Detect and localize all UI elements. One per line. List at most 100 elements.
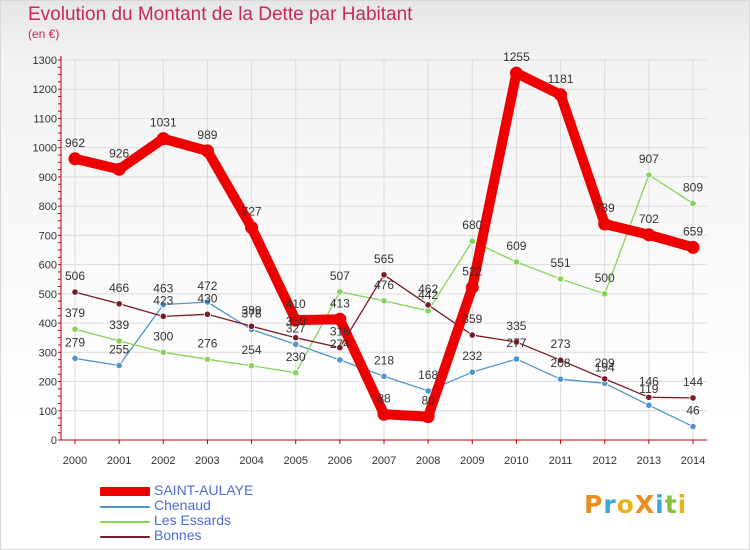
x-tick-label: 2012: [592, 455, 616, 467]
data-point-saint-aulaye: [68, 152, 82, 166]
data-point-les-essards: [159, 348, 167, 356]
data-point-les-essards: [645, 171, 653, 179]
data-point-saint-aulaye: [333, 312, 347, 326]
data-label-les-essards: 230: [286, 350, 306, 364]
data-label-les-essards: 507: [330, 269, 350, 283]
data-point-chenaud: [689, 422, 697, 431]
x-tick-label: 2001: [107, 455, 131, 467]
data-point-saint-aulaye: [465, 280, 479, 294]
data-label-saint-aulaye: 1031: [150, 116, 177, 130]
y-tick-label: 1200: [33, 84, 57, 96]
data-label-saint-aulaye: 962: [65, 136, 85, 150]
data-label-saint-aulaye: 522: [462, 264, 482, 278]
logo-letter: r: [603, 490, 617, 519]
data-label-bonnes: 209: [595, 356, 615, 370]
data-point-saint-aulaye: [554, 88, 568, 102]
data-point-les-essards: [689, 199, 697, 208]
data-label-bonnes: 350: [286, 315, 306, 329]
data-label-les-essards: 609: [506, 239, 526, 253]
y-tick-label: 800: [39, 201, 57, 213]
data-label-les-essards: 300: [153, 329, 173, 343]
legend-swatch: [100, 487, 150, 496]
data-label-saint-aulaye: 659: [683, 224, 703, 238]
data-point-bonnes: [645, 393, 653, 401]
data-label-bonnes: 359: [462, 312, 482, 326]
data-label-les-essards: 442: [418, 288, 438, 302]
y-tick-label: 200: [39, 377, 57, 389]
data-label-bonnes: 389: [242, 303, 262, 317]
data-point-chenaud: [380, 372, 388, 380]
data-label-chenaud: 274: [330, 337, 350, 351]
data-label-saint-aulaye: 410: [286, 297, 306, 311]
data-label-saint-aulaye: 80: [421, 394, 435, 408]
data-label-chenaud: 208: [551, 356, 571, 370]
data-label-saint-aulaye: 1255: [503, 50, 530, 64]
data-point-chenaud: [203, 298, 212, 306]
x-tick-label: 2011: [549, 455, 573, 467]
data-point-bonnes: [512, 338, 521, 346]
data-point-les-essards: [512, 258, 521, 266]
data-point-chenaud: [556, 375, 565, 383]
data-label-bonnes: 506: [65, 269, 85, 283]
data-point-les-essards: [336, 288, 344, 296]
chart-unit-label: (en €): [28, 27, 60, 41]
x-tick-label: 2008: [416, 455, 440, 467]
y-tick-label: 500: [39, 289, 57, 301]
legend-label: SAINT-AULAYE: [154, 482, 254, 498]
data-label-chenaud: 279: [65, 335, 85, 349]
x-tick-label: 2007: [372, 455, 396, 467]
data-label-saint-aulaye: 413: [330, 296, 350, 310]
data-point-les-essards: [203, 355, 212, 363]
data-label-chenaud: 232: [462, 349, 482, 363]
data-label-chenaud: 472: [197, 279, 217, 293]
data-point-les-essards: [468, 237, 476, 245]
data-label-les-essards: 476: [374, 278, 394, 292]
legend-swatch: [100, 506, 150, 508]
data-label-les-essards: 379: [65, 306, 85, 320]
data-point-les-essards: [71, 325, 79, 333]
data-label-bonnes: 423: [153, 293, 173, 307]
data-label-chenaud: 277: [506, 336, 526, 350]
data-point-chenaud: [71, 354, 79, 363]
x-tick-label: 2014: [681, 455, 705, 467]
data-point-bonnes: [159, 312, 167, 320]
data-point-chenaud: [336, 356, 344, 364]
data-label-chenaud: 168: [418, 368, 438, 382]
y-tick-label: 1000: [33, 143, 57, 155]
data-label-les-essards: 551: [551, 256, 571, 270]
data-point-bonnes: [336, 344, 344, 352]
data-point-saint-aulaye: [200, 144, 214, 158]
data-point-bonnes: [468, 331, 476, 339]
data-point-chenaud: [468, 368, 476, 376]
x-tick-label: 2000: [63, 455, 87, 467]
data-label-bonnes: 273: [551, 337, 571, 351]
data-point-les-essards: [115, 337, 123, 345]
data-label-saint-aulaye: 727: [242, 204, 262, 218]
data-point-chenaud: [512, 355, 521, 363]
y-tick-label: 900: [39, 172, 57, 184]
data-point-bonnes: [115, 300, 123, 308]
data-label-les-essards: 500: [595, 271, 615, 285]
data-label-les-essards: 276: [197, 336, 217, 350]
logo-letter: X: [634, 490, 656, 519]
data-point-saint-aulaye: [421, 410, 435, 424]
data-label-bonnes: 146: [639, 374, 659, 388]
data-label-chenaud: 327: [286, 321, 306, 335]
data-label-saint-aulaye: 702: [639, 212, 659, 226]
data-point-saint-aulaye: [289, 313, 303, 327]
data-label-chenaud: 119: [639, 382, 658, 396]
data-point-chenaud: [645, 401, 653, 409]
data-label-bonnes: 466: [109, 281, 129, 295]
data-point-saint-aulaye: [598, 217, 612, 231]
data-point-saint-aulaye: [112, 162, 126, 176]
data-point-bonnes: [71, 288, 79, 296]
data-label-saint-aulaye: 88: [377, 391, 391, 405]
data-point-les-essards: [601, 290, 609, 298]
y-tick-label: 300: [39, 347, 57, 359]
data-point-bonnes: [424, 301, 432, 309]
data-point-saint-aulaye: [642, 228, 656, 242]
data-label-saint-aulaye: 926: [109, 146, 129, 160]
data-label-bonnes: 430: [197, 291, 217, 305]
logo-letter: i: [655, 490, 665, 519]
